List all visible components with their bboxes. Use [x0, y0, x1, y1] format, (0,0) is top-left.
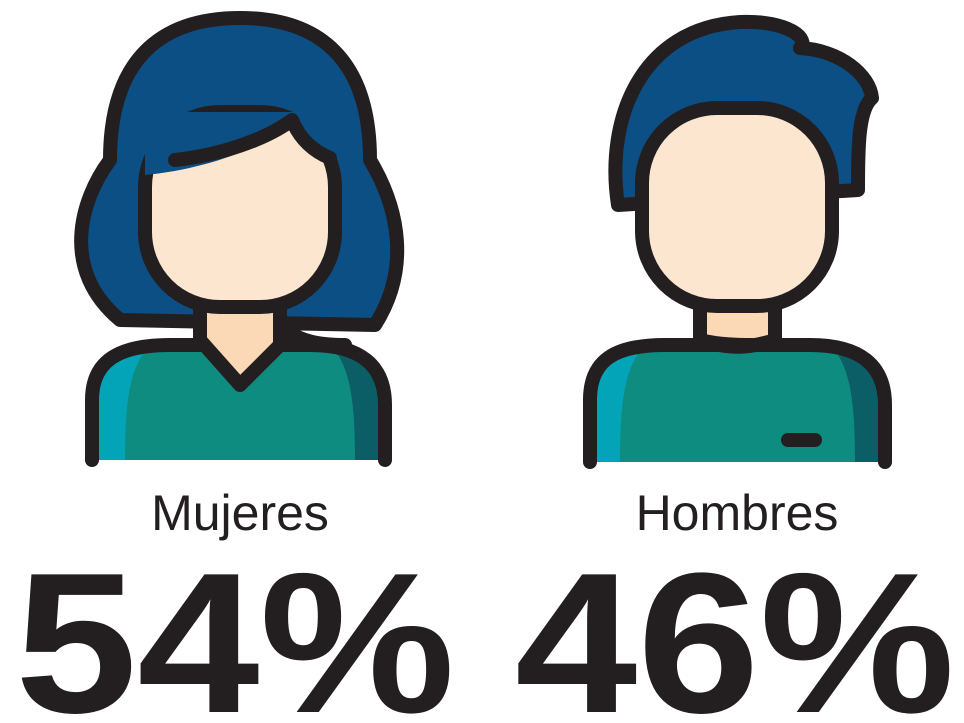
man-icon: [583, 14, 892, 469]
label: Mujeres: [151, 485, 329, 541]
percentage: 46%: [515, 532, 955, 723]
woman-icon: [74, 11, 405, 467]
label: Hombres: [636, 485, 839, 541]
percentage: 54%: [15, 532, 455, 723]
